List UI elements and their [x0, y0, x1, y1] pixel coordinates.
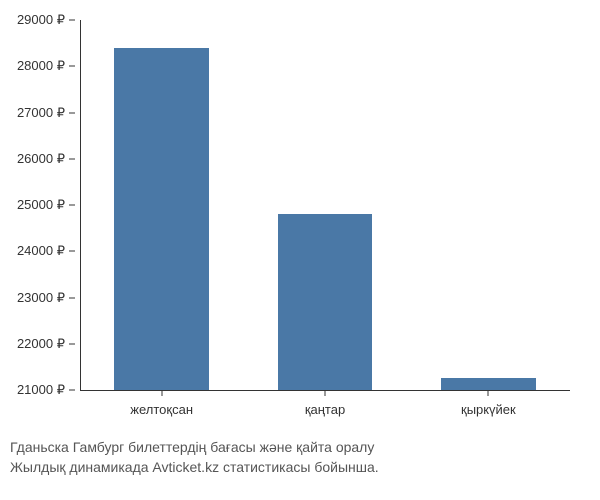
- x-axis: желтоқсан қаңтар қыркүйек: [80, 390, 570, 430]
- y-tick-mark: [69, 390, 75, 391]
- y-tick-mark: [69, 205, 75, 206]
- y-tick-mark: [69, 20, 75, 21]
- y-tick-label: 24000 ₽: [17, 243, 65, 259]
- caption-line-2: Жылдық динамикада Avticket.kz статистика…: [10, 458, 379, 478]
- chart-caption: Гданьска Гамбург билеттердің бағасы және…: [10, 438, 379, 477]
- y-tick-mark: [69, 343, 75, 344]
- bar: [114, 48, 209, 390]
- caption-line-1: Гданьска Гамбург билеттердің бағасы және…: [10, 438, 379, 458]
- bar: [278, 214, 373, 390]
- y-tick-label: 23000 ₽: [17, 290, 65, 306]
- y-tick-label: 29000 ₽: [17, 12, 65, 28]
- y-tick-mark: [69, 158, 75, 159]
- plot-area: [80, 20, 570, 390]
- x-tick-mark: [488, 390, 489, 396]
- y-tick-label: 26000 ₽: [17, 151, 65, 167]
- y-tick-label: 27000 ₽: [17, 105, 65, 121]
- y-tick-mark: [69, 297, 75, 298]
- y-tick-mark: [69, 66, 75, 67]
- x-tick-label: желтоқсан: [130, 402, 193, 417]
- x-tick-label: қаңтар: [305, 402, 345, 417]
- y-tick-label: 21000 ₽: [17, 382, 65, 398]
- x-tick-mark: [325, 390, 326, 396]
- x-tick-mark: [161, 390, 162, 396]
- y-tick-label: 22000 ₽: [17, 336, 65, 352]
- y-tick-label: 25000 ₽: [17, 197, 65, 213]
- chart-container: 21000 ₽ 22000 ₽ 23000 ₽ 24000 ₽ 25000 ₽ 26000…: [0, 0, 600, 500]
- y-tick-mark: [69, 251, 75, 252]
- x-tick-label: қыркүйек: [461, 402, 516, 417]
- y-tick-label: 28000 ₽: [17, 58, 65, 74]
- bar: [441, 378, 536, 390]
- y-axis: 21000 ₽22000 ₽23000 ₽24000 ₽25000 ₽26000…: [0, 20, 75, 390]
- y-tick-mark: [69, 112, 75, 113]
